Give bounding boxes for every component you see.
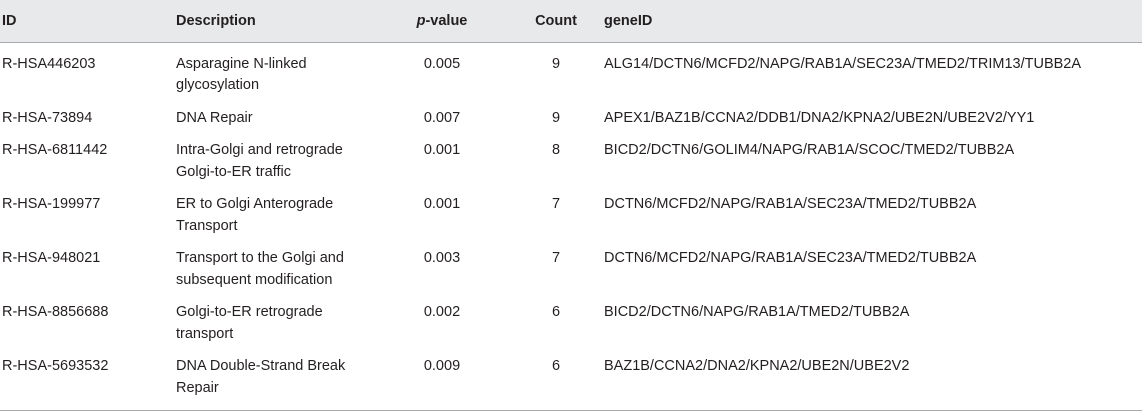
cell-count: 7 — [551, 196, 561, 212]
cell-description-text: DNA Double-Strand Break Repair — [176, 358, 346, 396]
cell-description: Transport to the Golgi and subsequent mo… — [176, 237, 376, 291]
cell-count: 9 — [551, 55, 561, 72]
cell-count: 9 — [551, 109, 561, 126]
header-description: Description — [176, 0, 376, 43]
table-row: R-HSA-6811442 Intra-Golgi and retrograde… — [0, 129, 1142, 183]
cell-pvalue: 0.005 — [423, 55, 461, 72]
cell-id: R-HSA-6811442 — [2, 142, 108, 158]
cell-description: Golgi-to-ER retrograde transport — [176, 291, 376, 345]
cell-pvalue: 0.001 — [423, 142, 461, 158]
table-row: R-HSA-73894 DNA Repair 0.007 9 APEX1/BAZ… — [0, 97, 1142, 130]
cell-id: R-HSA-8856688 — [2, 304, 109, 320]
header-id: ID — [0, 0, 176, 43]
table-body: R-HSA446203 Asparagine N-linked glycosyl… — [0, 42, 1142, 411]
cell-description: ER to Golgi Anterograde Transport — [176, 183, 376, 237]
cell-description-text: DNA Repair — [176, 109, 253, 126]
cell-id: R-HSA-199977 — [2, 196, 101, 212]
cell-description: Asparagine N-linked glycosylation — [176, 42, 376, 97]
cell-description: DNA Repair — [176, 97, 376, 130]
table-row: R-HSA446203 Asparagine N-linked glycosyl… — [0, 42, 1142, 97]
table-row: R-HSA-199977 ER to Golgi Anterograde Tra… — [0, 183, 1142, 237]
cell-count: 8 — [551, 142, 561, 158]
table-header: ID Description p-value Count geneID — [0, 0, 1142, 43]
cell-geneid: DCTN6/MCFD2/NAPG/RAB1A/SEC23A/TMED2/TUBB… — [604, 196, 977, 212]
cell-geneid: BICD2/DCTN6/GOLIM4/NAPG/RAB1A/SCOC/TMED2… — [604, 142, 1015, 158]
cell-geneid: BICD2/DCTN6/NAPG/RAB1A/TMED2/TUBB2A — [604, 304, 910, 320]
cell-pvalue: 0.001 — [423, 196, 461, 212]
cell-count: 6 — [551, 304, 561, 320]
header-row: ID Description p-value Count geneID — [0, 0, 1142, 43]
cell-count: 6 — [508, 345, 604, 411]
header-geneid: geneID — [604, 0, 1142, 43]
cell-description-text: Transport to the Golgi and subsequent mo… — [176, 250, 344, 288]
cell-geneid: DCTN6/MCFD2/NAPG/RAB1A/SEC23A/TMED2/TUBB… — [604, 250, 977, 266]
cell-description-text: Golgi-to-ER retrograde transport — [176, 304, 323, 342]
cell-id: R-HSA-5693532 — [0, 345, 176, 411]
cell-count: 7 — [551, 250, 561, 266]
cell-description-text: Asparagine N-linked glycosylation — [176, 55, 307, 94]
cell-pvalue: 0.009 — [376, 345, 508, 411]
table-row: R-HSA-948021 Transport to the Golgi and … — [0, 237, 1142, 291]
cell-geneid: BAZ1B/CCNA2/DNA2/KPNA2/UBE2N/UBE2V2 — [604, 345, 1142, 411]
cell-id: R-HSA446203 — [2, 55, 96, 72]
table-row: R-HSA-8856688 Golgi-to-ER retrograde tra… — [0, 291, 1142, 345]
header-pvalue-italic: p — [416, 12, 426, 29]
cell-description-text: ER to Golgi Anterograde Transport — [176, 196, 334, 234]
cell-geneid: APEX1/BAZ1B/CCNA2/DDB1/DNA2/KPNA2/UBE2N/… — [604, 109, 1035, 126]
cell-geneid: ALG14/DCTN6/MCFD2/NAPG/RAB1A/SEC23A/TMED… — [604, 55, 1082, 72]
cell-description-text: Intra-Golgi and retrograde Golgi-to-ER t… — [176, 142, 343, 180]
cell-id: R-HSA-73894 — [2, 109, 93, 126]
cell-pvalue: 0.007 — [423, 109, 461, 126]
cell-pvalue: 0.002 — [423, 304, 461, 320]
cell-description: DNA Double-Strand Break Repair — [176, 345, 376, 411]
cell-pvalue: 0.003 — [423, 250, 461, 266]
header-pvalue-suffix: -value — [425, 12, 468, 29]
cell-id: R-HSA-948021 — [2, 250, 101, 266]
header-pvalue: p-value — [376, 0, 508, 43]
table-row: R-HSA-5693532 DNA Double-Strand Break Re… — [0, 345, 1142, 411]
header-count: Count — [508, 0, 604, 43]
cell-description: Intra-Golgi and retrograde Golgi-to-ER t… — [176, 129, 376, 183]
